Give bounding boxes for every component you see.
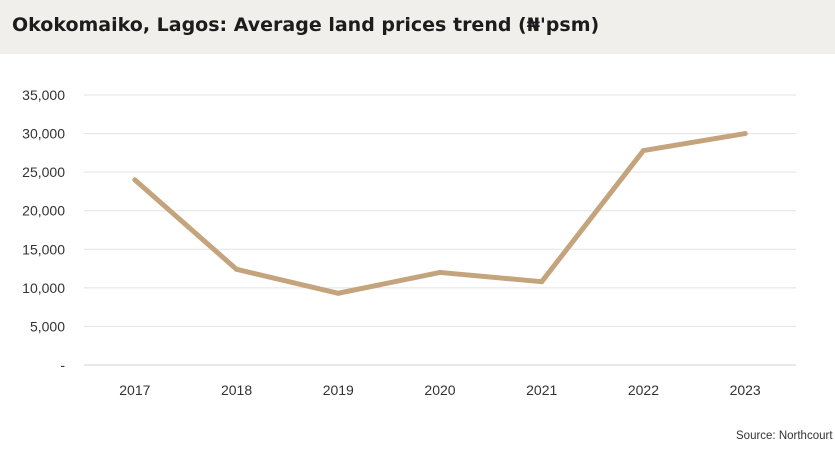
y-tick-label: 30,000 — [22, 126, 65, 142]
x-tick-label: 2023 — [730, 382, 761, 398]
x-tick-label: 2019 — [323, 382, 354, 398]
y-tick-label: 20,000 — [22, 203, 65, 219]
chart-header-bar — [0, 0, 835, 54]
y-tick-label: 35,000 — [22, 87, 65, 103]
y-tick-label: - — [60, 357, 65, 373]
x-axis-tick-labels: 2017 2018 2019 2020 2021 2022 2023 — [119, 382, 761, 398]
data-point — [640, 148, 646, 154]
grid-lines — [84, 94, 796, 327]
y-axis-tick-labels: - 5,000 10,000 15,000 20,000 25,000 30,000 35,0… — [22, 87, 65, 373]
data-point — [539, 279, 545, 285]
chart-title: Okokomaiko, Lagos: Average land prices t… — [12, 14, 600, 36]
series-layer — [132, 131, 748, 296]
x-tick-label: 2022 — [628, 382, 659, 398]
data-point — [742, 131, 748, 137]
y-tick-label: 25,000 — [22, 164, 65, 180]
y-tick-label: 15,000 — [22, 241, 65, 257]
x-tick-label: 2020 — [424, 382, 455, 398]
data-point — [437, 269, 443, 275]
data-point — [132, 177, 138, 183]
x-tick-label: 2018 — [221, 382, 252, 398]
series-line — [132, 131, 748, 296]
y-tick-label: 10,000 — [22, 280, 65, 296]
source-note: Source: Northcourt — [736, 430, 833, 442]
data-point — [335, 290, 341, 296]
x-tick-label: 2017 — [119, 382, 150, 398]
data-point — [234, 266, 240, 272]
y-tick-label: 5,000 — [30, 318, 65, 334]
x-tick-label: 2021 — [526, 382, 557, 398]
